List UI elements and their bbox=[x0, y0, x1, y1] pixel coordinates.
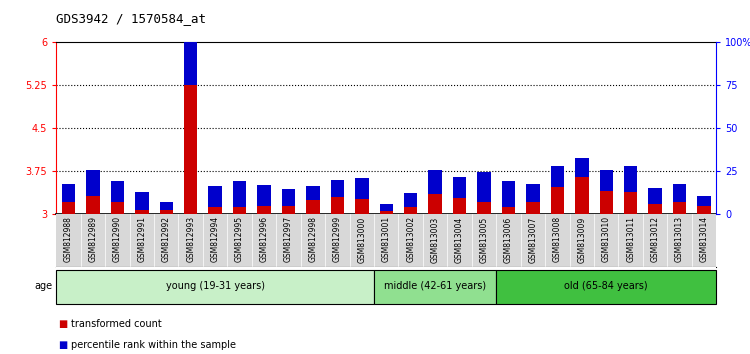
Bar bbox=[232, 207, 246, 214]
Bar bbox=[428, 170, 442, 194]
Bar bbox=[257, 185, 271, 206]
Text: percentile rank within the sample: percentile rank within the sample bbox=[71, 340, 236, 350]
Text: GSM812998: GSM812998 bbox=[308, 216, 317, 262]
Bar bbox=[575, 177, 589, 214]
Bar bbox=[355, 178, 368, 199]
Bar bbox=[209, 207, 222, 214]
Bar bbox=[673, 184, 686, 201]
Text: GSM812989: GSM812989 bbox=[88, 216, 98, 262]
Bar bbox=[526, 201, 540, 214]
Bar bbox=[550, 187, 564, 214]
Bar bbox=[160, 210, 173, 214]
Text: GSM813007: GSM813007 bbox=[529, 216, 538, 263]
Bar bbox=[56, 270, 374, 304]
Bar bbox=[86, 170, 100, 196]
Text: GSM812993: GSM812993 bbox=[186, 216, 195, 262]
Text: GSM813001: GSM813001 bbox=[382, 216, 391, 262]
Bar bbox=[184, 85, 197, 214]
Text: GSM812994: GSM812994 bbox=[211, 216, 220, 262]
Text: GSM813003: GSM813003 bbox=[430, 216, 439, 263]
Text: GDS3942 / 1570584_at: GDS3942 / 1570584_at bbox=[56, 12, 206, 25]
Bar bbox=[62, 201, 75, 214]
Text: GSM813012: GSM813012 bbox=[651, 216, 660, 262]
Text: GSM812992: GSM812992 bbox=[162, 216, 171, 262]
Text: GSM813000: GSM813000 bbox=[357, 216, 366, 263]
Text: transformed count: transformed count bbox=[71, 319, 162, 329]
Text: old (65-84 years): old (65-84 years) bbox=[565, 281, 648, 291]
Bar bbox=[428, 194, 442, 214]
Bar bbox=[550, 166, 564, 187]
Bar bbox=[160, 201, 173, 210]
Bar bbox=[135, 192, 148, 210]
Bar bbox=[62, 184, 75, 201]
Text: GSM813010: GSM813010 bbox=[602, 216, 610, 262]
Bar bbox=[331, 180, 344, 197]
Bar bbox=[698, 196, 711, 206]
Bar bbox=[380, 211, 393, 214]
Text: GSM813006: GSM813006 bbox=[504, 216, 513, 263]
Bar bbox=[624, 192, 638, 214]
Bar bbox=[477, 172, 490, 201]
Text: young (19-31 years): young (19-31 years) bbox=[166, 281, 265, 291]
Bar bbox=[502, 207, 515, 214]
Bar bbox=[453, 198, 466, 214]
Bar bbox=[282, 189, 296, 206]
Bar bbox=[331, 197, 344, 214]
Bar bbox=[575, 158, 589, 177]
Text: GSM813014: GSM813014 bbox=[700, 216, 709, 262]
Text: GSM812996: GSM812996 bbox=[260, 216, 268, 262]
Text: GSM812997: GSM812997 bbox=[284, 216, 293, 262]
Bar bbox=[86, 196, 100, 214]
Text: GSM813009: GSM813009 bbox=[578, 216, 586, 263]
Bar bbox=[306, 200, 320, 214]
Bar bbox=[374, 270, 496, 304]
Bar bbox=[257, 206, 271, 214]
Text: GSM812995: GSM812995 bbox=[235, 216, 244, 262]
Bar bbox=[599, 191, 613, 214]
Bar bbox=[355, 199, 368, 214]
Bar bbox=[111, 181, 124, 201]
Text: middle (42-61 years): middle (42-61 years) bbox=[384, 281, 486, 291]
Bar bbox=[624, 166, 638, 192]
Text: ■: ■ bbox=[58, 319, 67, 329]
Text: GSM812990: GSM812990 bbox=[112, 216, 122, 262]
Bar bbox=[649, 204, 662, 214]
Text: GSM813008: GSM813008 bbox=[553, 216, 562, 262]
Bar bbox=[599, 171, 613, 191]
Bar bbox=[282, 206, 296, 214]
Bar bbox=[502, 181, 515, 207]
Text: GSM813004: GSM813004 bbox=[455, 216, 464, 263]
Bar bbox=[184, 9, 197, 85]
Bar bbox=[404, 207, 418, 214]
Bar bbox=[698, 206, 711, 214]
Bar bbox=[111, 201, 124, 214]
Text: GSM813002: GSM813002 bbox=[406, 216, 416, 262]
Bar bbox=[526, 184, 540, 201]
Text: ■: ■ bbox=[58, 340, 67, 350]
Bar bbox=[135, 210, 148, 214]
Bar bbox=[477, 201, 490, 214]
Bar bbox=[673, 201, 686, 214]
Bar bbox=[209, 186, 222, 207]
Bar bbox=[496, 270, 716, 304]
Text: GSM812999: GSM812999 bbox=[333, 216, 342, 262]
Text: GSM813005: GSM813005 bbox=[479, 216, 488, 263]
Text: GSM813011: GSM813011 bbox=[626, 216, 635, 262]
Text: GSM813013: GSM813013 bbox=[675, 216, 684, 262]
Text: GSM812988: GSM812988 bbox=[64, 216, 73, 262]
Bar bbox=[380, 204, 393, 211]
Bar bbox=[232, 181, 246, 207]
Text: GSM812991: GSM812991 bbox=[137, 216, 146, 262]
Bar bbox=[404, 193, 418, 207]
Bar bbox=[453, 177, 466, 198]
Text: age: age bbox=[34, 281, 53, 291]
Bar bbox=[649, 188, 662, 204]
Bar bbox=[306, 186, 320, 200]
